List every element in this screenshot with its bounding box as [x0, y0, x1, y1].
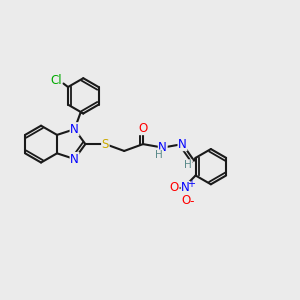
Text: N: N — [70, 123, 79, 136]
Text: +: + — [187, 179, 195, 189]
Text: O: O — [181, 194, 190, 207]
Text: N: N — [70, 152, 79, 166]
Text: -: - — [189, 195, 194, 208]
Text: O: O — [170, 182, 179, 194]
Text: Cl: Cl — [50, 74, 62, 86]
Text: S: S — [102, 138, 109, 151]
Text: N: N — [158, 141, 167, 154]
Text: H: H — [155, 150, 163, 160]
Text: N: N — [178, 138, 187, 151]
Text: H: H — [184, 160, 192, 170]
Text: N: N — [181, 182, 190, 194]
Text: O: O — [138, 122, 148, 135]
